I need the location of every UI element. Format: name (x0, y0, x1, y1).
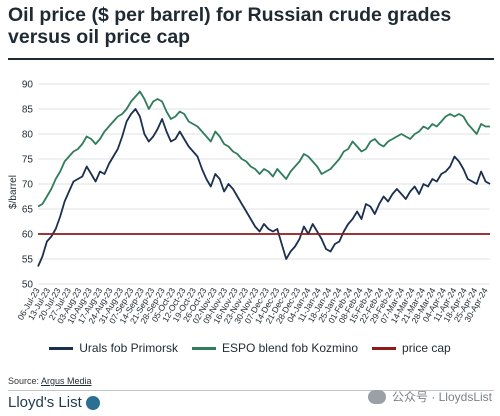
footer-divider (8, 390, 494, 391)
y-tick-label: 55 (22, 255, 34, 266)
legend-swatch-espo (191, 346, 216, 350)
y-tick-label: 60 (22, 230, 34, 241)
lloyds-list-logo: Lloyd's List (8, 394, 100, 411)
gridlines (38, 83, 490, 285)
y-tick-label: 70 (22, 180, 34, 191)
source-label: Source: (8, 376, 42, 386)
series-lines (37, 90, 491, 267)
source-link[interactable]: Argus Media (41, 376, 92, 386)
series-line-espo (37, 90, 490, 208)
y-tick-label: 75 (22, 155, 34, 166)
source-note: Source: Argus Media (8, 376, 92, 386)
legend-swatch-urals (49, 346, 74, 350)
wechat-icon (367, 389, 386, 404)
y-tick-label: 90 (22, 80, 34, 91)
legend-swatch-price-cap (372, 346, 397, 350)
logo-text: Lloyd's List (8, 394, 82, 411)
watermark-text: 公众号 · LloydsList (391, 390, 492, 404)
legend-item-price-cap: price cap (372, 341, 451, 355)
logo-mark-icon (85, 395, 100, 410)
y-tick-label: 80 (22, 130, 34, 141)
title-divider (8, 58, 494, 60)
x-tick-labels: 06-Jul-2313-Jul-2320-Jul-2327-Jul-2303-A… (15, 286, 490, 326)
y-tick-label: 50 (22, 280, 34, 291)
y-tick-labels: 50 55 60 65 70 75 80 85 90 (22, 80, 34, 291)
legend-item-urals: Urals fob Primorsk (49, 341, 178, 355)
chart-legend: Urals fob Primorsk ESPO blend fob Kozmin… (0, 340, 500, 356)
y-axis-label: $/barrel (8, 175, 19, 209)
y-tick-label: 85 (22, 105, 34, 116)
y-tick-label: 65 (22, 205, 34, 216)
legend-label-espo: ESPO blend fob Kozmino (221, 341, 359, 355)
legend-label-price-cap: price cap (402, 341, 451, 355)
legend-item-espo: ESPO blend fob Kozmino (191, 341, 359, 355)
chart-title: Oil price ($ per barrel) for Russian cru… (8, 4, 452, 48)
line-chart: 50 55 60 65 70 75 80 85 90 $/barrel 06-Jul-2313-… (8, 80, 491, 326)
series-line-urals (37, 108, 491, 267)
legend-label-urals: Urals fob Primorsk (79, 341, 178, 355)
wechat-watermark: 公众号 · LloydsList (367, 388, 492, 405)
